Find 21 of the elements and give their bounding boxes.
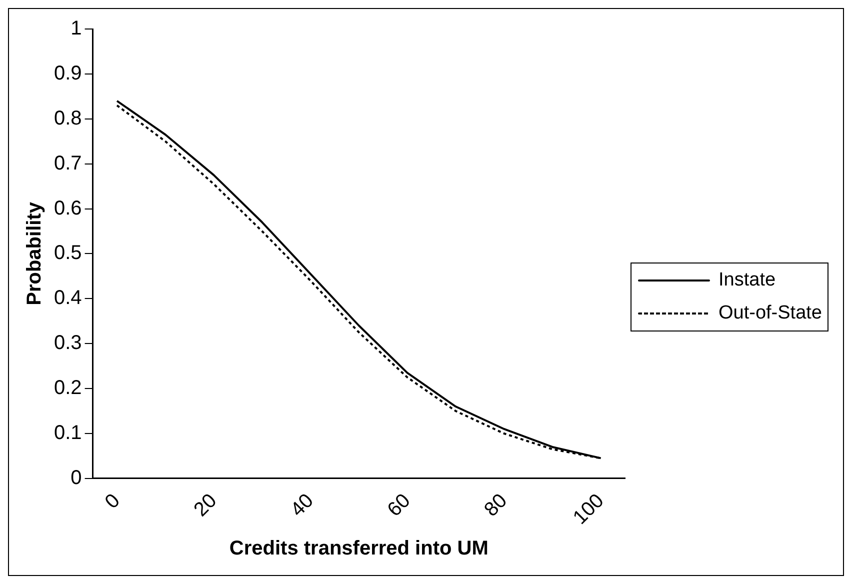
y-tick-label: 0.4 bbox=[54, 287, 82, 310]
x-tick-label: 100 bbox=[569, 490, 608, 529]
x-tick-label: 0 bbox=[101, 490, 124, 514]
y-tick-label: 0.7 bbox=[54, 152, 82, 174]
x-tick-label: 40 bbox=[286, 490, 318, 522]
y-tick-label: 0 bbox=[70, 466, 82, 489]
y-tick-label: 0.6 bbox=[54, 197, 82, 220]
y-tick-label: 0.3 bbox=[54, 332, 82, 354]
y-tick-label: 0.9 bbox=[54, 62, 82, 84]
x-tick-label: 20 bbox=[190, 490, 222, 522]
legend-label: Out-of-State bbox=[718, 302, 822, 324]
x-tick-label: 60 bbox=[383, 490, 415, 522]
y-tick-label: 0.5 bbox=[54, 242, 82, 264]
x-tick-label: 80 bbox=[480, 490, 512, 522]
y-tick-label: 0.8 bbox=[54, 107, 82, 130]
x-axis-title: Credits transferred into UM bbox=[229, 538, 488, 560]
legend-label: Instate bbox=[718, 270, 776, 291]
y-tick-label: 1 bbox=[70, 18, 82, 40]
y-axis-title: Probability bbox=[24, 201, 46, 306]
y-tick-label: 0.1 bbox=[54, 422, 82, 444]
y-tick-label: 0.2 bbox=[54, 377, 82, 400]
